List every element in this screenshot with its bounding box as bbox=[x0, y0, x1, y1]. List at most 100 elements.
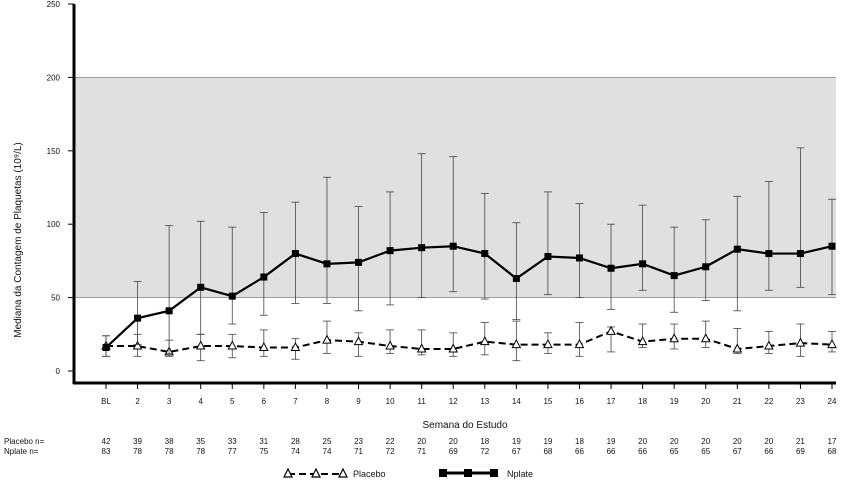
placebo-n-value: 19 bbox=[543, 437, 552, 446]
placebo-n-value: 35 bbox=[196, 437, 205, 446]
x-tick-label: 6 bbox=[262, 397, 267, 406]
nplate-n-value: 66 bbox=[607, 447, 616, 456]
x-tick-label: 9 bbox=[356, 397, 361, 406]
nplate-n-value: 66 bbox=[638, 447, 647, 456]
nplate-n-value: 72 bbox=[386, 447, 395, 456]
y-tick-label: 100 bbox=[47, 220, 61, 229]
data-point bbox=[732, 343, 743, 353]
data-point bbox=[416, 343, 427, 353]
placebo-n-label: Placebo n= bbox=[4, 437, 45, 446]
x-tick-label: 8 bbox=[325, 397, 330, 406]
data-point bbox=[448, 343, 459, 353]
y-tick-label: 0 bbox=[56, 367, 61, 376]
data-point bbox=[227, 340, 238, 350]
data-point bbox=[228, 292, 236, 300]
x-tick-label: 23 bbox=[796, 397, 805, 406]
data-point bbox=[132, 340, 143, 350]
placebo-n-value: 20 bbox=[417, 437, 426, 446]
legend-nplate-label: Nplate bbox=[507, 469, 533, 479]
data-point bbox=[544, 252, 552, 260]
placebo-n-value: 19 bbox=[607, 437, 616, 446]
nplate-n-value: 68 bbox=[828, 447, 837, 456]
x-tick-label: 3 bbox=[167, 397, 172, 406]
placebo-n-value: 20 bbox=[733, 437, 742, 446]
placebo-n-value: 19 bbox=[512, 437, 521, 446]
nplate-n-value: 71 bbox=[417, 447, 426, 456]
data-point bbox=[479, 336, 490, 346]
nplate-n-value: 71 bbox=[354, 447, 363, 456]
y-tick-label: 250 bbox=[47, 0, 61, 9]
data-point bbox=[637, 336, 648, 346]
data-point bbox=[511, 339, 522, 349]
data-point bbox=[290, 341, 301, 352]
data-point bbox=[796, 250, 804, 258]
x-tick-label: 21 bbox=[733, 397, 742, 406]
placebo-n-value: 23 bbox=[354, 437, 363, 446]
data-point bbox=[574, 339, 585, 349]
x-tick-label: 20 bbox=[701, 397, 710, 406]
data-point bbox=[764, 340, 774, 350]
y-tick-label: 150 bbox=[47, 147, 61, 156]
x-tick-label: BL bbox=[101, 397, 111, 406]
nplate-n-value: 67 bbox=[512, 447, 521, 456]
x-tick-label: 5 bbox=[230, 397, 235, 406]
data-point bbox=[258, 341, 269, 352]
x-tick-label: 16 bbox=[575, 397, 584, 406]
nplate-n-value: 75 bbox=[259, 447, 268, 456]
data-point bbox=[670, 272, 678, 280]
series-placebo bbox=[101, 320, 837, 362]
nplate-n-value: 83 bbox=[102, 447, 111, 456]
data-point bbox=[512, 275, 520, 283]
data-point bbox=[353, 336, 364, 346]
data-point bbox=[418, 244, 426, 252]
data-point bbox=[543, 339, 553, 349]
placebo-n-value: 20 bbox=[449, 437, 458, 446]
y-axis-ticks: 0 50 100 150 200 250 bbox=[47, 0, 74, 376]
nplate-n-value: 78 bbox=[165, 447, 174, 456]
placebo-n-value: 31 bbox=[259, 437, 268, 446]
placebo-n-value: 17 bbox=[828, 437, 837, 446]
x-tick-label: 14 bbox=[512, 397, 521, 406]
placebo-n-value: 20 bbox=[670, 437, 679, 446]
x-axis-title: Semana do Estudo bbox=[422, 420, 507, 431]
x-tick-label: 4 bbox=[198, 397, 203, 406]
nplate-n-value: 67 bbox=[733, 447, 742, 456]
placebo-n-value: 18 bbox=[480, 437, 489, 446]
nplate-n-value: 66 bbox=[764, 447, 773, 456]
nplate-n-value: 66 bbox=[575, 447, 584, 456]
x-tick-label: 18 bbox=[638, 397, 647, 406]
nplate-n-value: 65 bbox=[701, 447, 710, 456]
data-point bbox=[449, 242, 457, 250]
series-line bbox=[105, 245, 833, 349]
x-tick-label: 13 bbox=[480, 397, 489, 406]
x-tick-label: 2 bbox=[135, 397, 140, 406]
y-axis-title: Mediana da Contagem de Plaquetas (10⁹/L) bbox=[13, 142, 24, 338]
data-point bbox=[385, 340, 395, 350]
data-point bbox=[827, 339, 837, 349]
x-tick-label: 15 bbox=[543, 397, 552, 406]
data-point bbox=[323, 260, 331, 268]
placebo-n-value: 20 bbox=[638, 437, 647, 446]
n-table: 42 39 38 35 33 31 28 25 23 22 20 20 18 19 19 18 19 20 20 20… bbox=[102, 437, 837, 456]
reference-band bbox=[74, 77, 836, 298]
placebo-n-value: 20 bbox=[764, 437, 773, 446]
series-line bbox=[106, 330, 833, 353]
placebo-n-value: 18 bbox=[575, 437, 584, 446]
data-point bbox=[765, 250, 773, 258]
data-point bbox=[165, 307, 173, 315]
placebo-n-value: 28 bbox=[291, 437, 300, 446]
nplate-n-value: 68 bbox=[543, 447, 552, 456]
nplate-n-value: 65 bbox=[670, 447, 679, 456]
placebo-n-value: 25 bbox=[323, 437, 332, 446]
data-point bbox=[481, 250, 489, 258]
nplate-n-value: 77 bbox=[228, 447, 237, 456]
legend-nplate-marker bbox=[439, 469, 498, 477]
data-point bbox=[639, 260, 647, 268]
x-tick-label: 11 bbox=[417, 397, 426, 406]
nplate-n-value: 69 bbox=[449, 447, 458, 456]
placebo-n-value: 22 bbox=[386, 437, 395, 446]
nplate-n-value: 78 bbox=[133, 447, 142, 456]
placebo-n-value: 39 bbox=[133, 437, 142, 446]
x-tick-label: 7 bbox=[293, 397, 298, 406]
placebo-n-value: 21 bbox=[796, 437, 805, 446]
